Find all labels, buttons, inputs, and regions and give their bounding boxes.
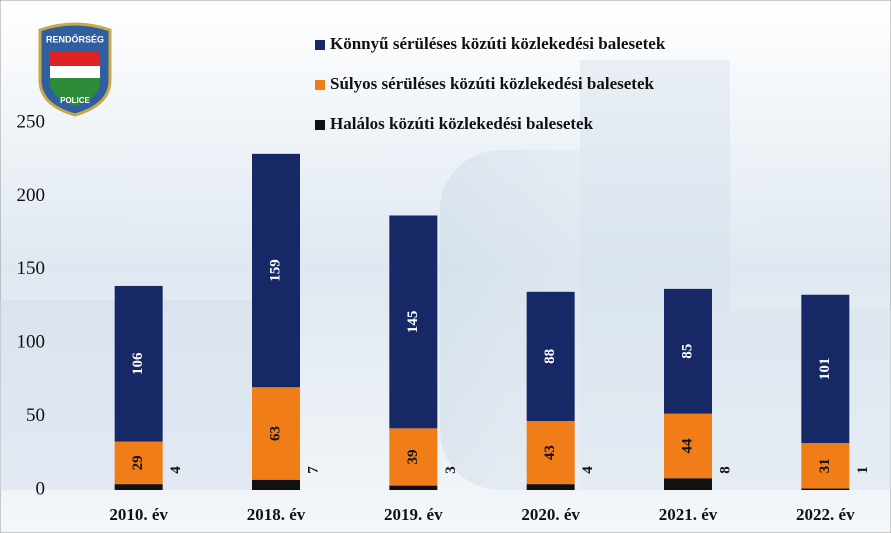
data-label: 8	[717, 466, 733, 474]
y-tick-label: 150	[17, 258, 46, 279]
data-label: 145	[405, 311, 421, 334]
bar-segment	[114, 441, 163, 485]
bar-segment	[664, 413, 712, 479]
data-label: 7	[305, 466, 321, 474]
logo-text: RENDŐRSÉG	[46, 33, 104, 44]
data-label: 29	[130, 455, 146, 470]
bar-segment	[252, 479, 300, 490]
y-tick-label: 250	[17, 111, 46, 132]
bar-segment	[114, 484, 163, 490]
bar-segment	[252, 387, 300, 480]
y-tick-label: 200	[17, 185, 46, 206]
legend-swatch	[315, 40, 325, 50]
data-label: 85	[679, 344, 695, 359]
bar-segment	[389, 428, 438, 486]
bar-segment	[526, 421, 575, 485]
legend-swatch	[315, 120, 325, 130]
logo-text: POLICE	[60, 96, 90, 105]
y-tick-label: 50	[26, 405, 45, 426]
legend-swatch	[315, 80, 325, 90]
x-tick-label: 2019. év	[384, 505, 443, 524]
data-label: 106	[130, 352, 146, 375]
bar-segment	[526, 291, 575, 422]
bar-segment	[252, 153, 300, 388]
y-tick-label: 0	[36, 478, 46, 499]
bar-segment	[114, 285, 163, 442]
x-tick-label: 2021. év	[659, 505, 718, 524]
data-label: 63	[267, 426, 283, 441]
data-label: 43	[542, 445, 558, 460]
bar-segment	[389, 215, 438, 429]
x-tick-label: 2018. év	[247, 505, 306, 524]
data-label: 3	[443, 466, 459, 474]
data-label: 39	[405, 449, 421, 464]
bar-segment	[526, 484, 575, 490]
data-label: 44	[679, 438, 695, 454]
bar-segment	[801, 443, 850, 489]
bar-segment	[801, 488, 850, 490]
bar-segment	[801, 294, 850, 444]
x-tick-label: 2020. év	[521, 505, 580, 524]
x-tick-label: 2010. év	[109, 505, 168, 524]
data-label: 4	[168, 466, 184, 474]
legend-label: Súlyos sérüléses közúti közlekedési bale…	[330, 74, 654, 93]
bar-segment	[664, 478, 712, 490]
y-tick-label: 100	[17, 332, 46, 353]
bar-segment	[389, 485, 438, 490]
data-label: 4	[580, 466, 596, 474]
x-tick-label: 2022. év	[796, 505, 855, 524]
data-label: 88	[542, 349, 558, 364]
data-label: 31	[817, 458, 833, 473]
logo: RENDŐRSÉG POLICE	[38, 22, 112, 117]
data-label: 1	[855, 466, 871, 474]
data-label: 159	[267, 259, 283, 282]
data-label: 101	[817, 358, 833, 381]
legend-label: Könnyű sérüléses közúti közlekedési bale…	[330, 34, 666, 53]
legend-label: Halálos közúti közlekedési balesetek	[330, 114, 594, 133]
bar-segment	[664, 288, 712, 414]
